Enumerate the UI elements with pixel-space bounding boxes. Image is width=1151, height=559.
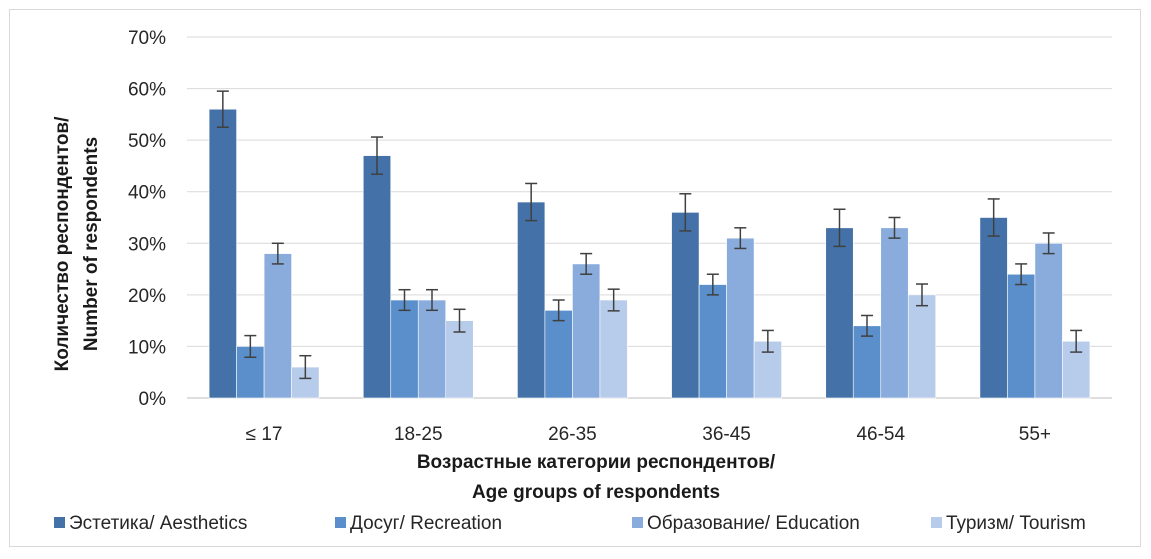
bar-series-2-category-2 <box>572 263 601 399</box>
bar-series-3-category-4 <box>907 294 937 399</box>
bar-series-0-category-3 <box>671 212 700 399</box>
bar-series-0-category-2 <box>517 201 546 399</box>
error-bar <box>216 90 229 128</box>
y-tick-label: 10% <box>128 337 166 358</box>
error-bar <box>861 314 873 337</box>
error-bar <box>987 198 1000 237</box>
bar-series-0-category-1 <box>362 155 392 399</box>
y-tick-label: 0% <box>139 389 167 410</box>
error-bar <box>371 136 383 175</box>
x-tick-label: 55+ <box>1019 424 1051 445</box>
error-bar <box>888 216 901 239</box>
error-bar <box>761 329 774 353</box>
error-bar <box>607 288 620 312</box>
x-tick-label: 18-25 <box>394 424 443 445</box>
bar-series-2-category-1 <box>417 299 447 399</box>
gridlines <box>187 36 1112 399</box>
bar-series-2-category-0 <box>263 253 292 399</box>
legend: Эстетика/ Aesthetics Досуг/ Recreation Обр… <box>54 513 1086 534</box>
bar-series-2-category-5 <box>1034 242 1063 399</box>
x-axis-ticks: ≤ 17 18-25 26-35 36-45 46-54 55+ <box>246 424 1051 445</box>
legend-swatch <box>54 517 65 528</box>
y-tick-label: 30% <box>128 234 166 255</box>
legend-label: Образование/ Education <box>647 513 860 534</box>
bar-series-0-category-4 <box>825 227 854 399</box>
legend-item: Эстетика/ Aesthetics <box>54 513 247 534</box>
y-axis-ticks: 0% 10% 20% 30% 40% 50% 60% 70% <box>128 28 166 410</box>
bar-series-1-category-2 <box>544 310 573 399</box>
error-bar <box>525 182 538 222</box>
bar-series-1-category-3 <box>698 284 727 399</box>
bar-series-2-category-3 <box>726 237 755 399</box>
bar-series-3-category-1 <box>445 320 474 399</box>
legend-swatch <box>335 517 346 528</box>
legend-item: Туризм/ Tourism <box>931 513 1086 534</box>
legend-item: Досуг/ Recreation <box>335 513 502 534</box>
error-bar <box>734 227 747 250</box>
x-axis-title-line-1: Возрастные категории респондентов/ <box>417 452 776 473</box>
x-tick-label: 26-35 <box>548 424 597 445</box>
legend-swatch <box>931 517 942 528</box>
bar-series-0-category-5 <box>979 217 1008 399</box>
legend-label: Досуг/ Recreation <box>350 513 502 534</box>
legend-label: Эстетика/ Aesthetics <box>69 513 247 534</box>
error-bar <box>244 334 257 359</box>
y-axis-title-line-1: Количество респондентов/ <box>52 116 73 372</box>
x-axis-title-line-2: Age groups of respondents <box>472 482 720 503</box>
bar-series-0-category-0 <box>208 108 237 399</box>
error-bar <box>706 273 719 296</box>
error-bar <box>1042 232 1055 255</box>
error-bar <box>1015 263 1028 286</box>
error-bar <box>552 299 565 322</box>
legend-label: Туризм/ Tourism <box>946 513 1086 534</box>
y-tick-label: 20% <box>128 286 166 307</box>
error-bar <box>679 193 692 232</box>
bar-series-3-category-2 <box>599 299 628 399</box>
x-tick-label: ≤ 17 <box>246 424 283 445</box>
error-bar <box>426 288 438 312</box>
error-bar <box>271 242 284 265</box>
error-bar <box>453 308 466 333</box>
x-tick-label: 46-54 <box>856 424 905 445</box>
error-bar <box>580 252 593 275</box>
legend-item: Образование/ Education <box>632 513 860 534</box>
error-bar <box>1070 329 1083 353</box>
error-bar <box>398 288 411 312</box>
y-tick-label: 50% <box>128 131 166 152</box>
y-tick-label: 40% <box>128 183 166 204</box>
y-tick-label: 70% <box>128 28 166 49</box>
legend-swatch <box>632 517 643 528</box>
bar-series-2-category-4 <box>880 227 909 399</box>
bar-series-1-category-1 <box>390 299 419 399</box>
y-axis-title-line-2: Number of respondents <box>81 137 102 351</box>
error-bar <box>299 354 312 380</box>
x-tick-label: 36-45 <box>702 424 751 445</box>
error-bar <box>833 208 846 248</box>
bar-series-1-category-5 <box>1007 273 1036 399</box>
bar-series-1-category-4 <box>852 325 882 399</box>
y-tick-label: 60% <box>128 80 166 101</box>
error-bars <box>216 90 1083 380</box>
bars <box>208 108 1091 399</box>
error-bar <box>916 283 928 307</box>
